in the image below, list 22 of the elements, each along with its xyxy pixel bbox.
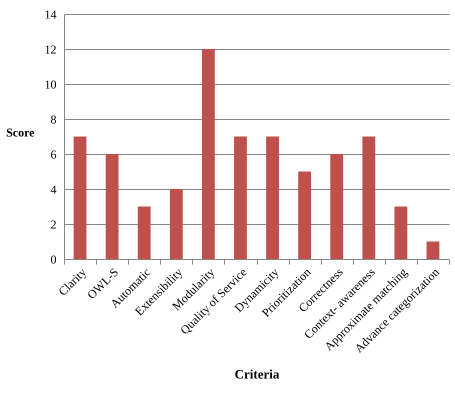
bar	[106, 154, 119, 259]
bar	[394, 206, 408, 259]
x-axis-title: Criteria	[234, 366, 280, 382]
y-tick-label: 0	[50, 252, 56, 266]
bar	[266, 136, 279, 259]
bar	[74, 136, 86, 259]
y-tick-label: 10	[44, 78, 56, 92]
y-tick-label: 12	[44, 42, 56, 56]
bar	[330, 154, 344, 259]
y-tick-label: 2	[50, 218, 56, 232]
bar	[426, 242, 440, 259]
bar	[170, 189, 183, 259]
bar	[234, 136, 247, 259]
y-tick-label: 8	[50, 112, 56, 126]
y-tick-label: 6	[50, 148, 56, 162]
y-tick-label: 14	[44, 8, 56, 22]
bar	[202, 49, 215, 259]
y-tick-label: 4	[50, 182, 56, 196]
bar	[298, 172, 312, 259]
y-axis-title: Score	[6, 126, 36, 140]
bar	[362, 136, 376, 259]
bar	[138, 206, 151, 259]
